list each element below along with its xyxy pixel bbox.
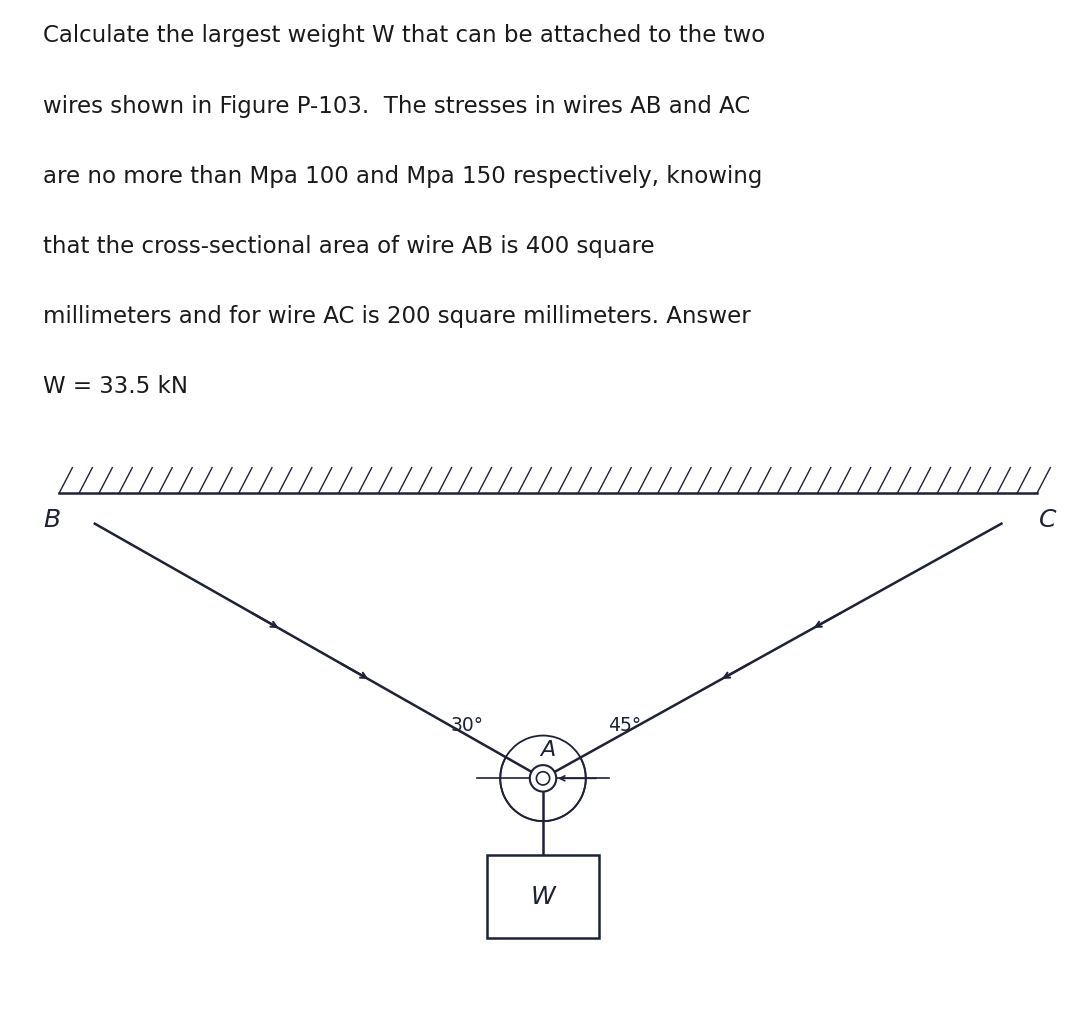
- Text: C: C: [1039, 508, 1056, 531]
- Text: wires shown in Figure P-103.  The stresses in wires AB and AC: wires shown in Figure P-103. The stresse…: [43, 95, 751, 117]
- Text: are no more than Mpa 100 and Mpa 150 respectively, knowing: are no more than Mpa 100 and Mpa 150 res…: [43, 164, 762, 188]
- Text: 45°: 45°: [608, 715, 642, 735]
- Text: W = 33.5 kN: W = 33.5 kN: [43, 375, 188, 398]
- Circle shape: [530, 765, 556, 792]
- Text: that the cross-sectional area of wire AB is 400 square: that the cross-sectional area of wire AB…: [43, 234, 654, 258]
- Text: 30°: 30°: [450, 715, 483, 735]
- Bar: [487, 854, 599, 939]
- Text: millimeters and for wire AC is 200 square millimeters. Answer: millimeters and for wire AC is 200 squar…: [43, 305, 751, 328]
- Text: W: W: [530, 884, 555, 909]
- Circle shape: [537, 772, 550, 785]
- Text: A: A: [540, 740, 556, 760]
- Text: B: B: [43, 508, 60, 531]
- Text: Calculate the largest weight W that can be attached to the two: Calculate the largest weight W that can …: [43, 25, 766, 47]
